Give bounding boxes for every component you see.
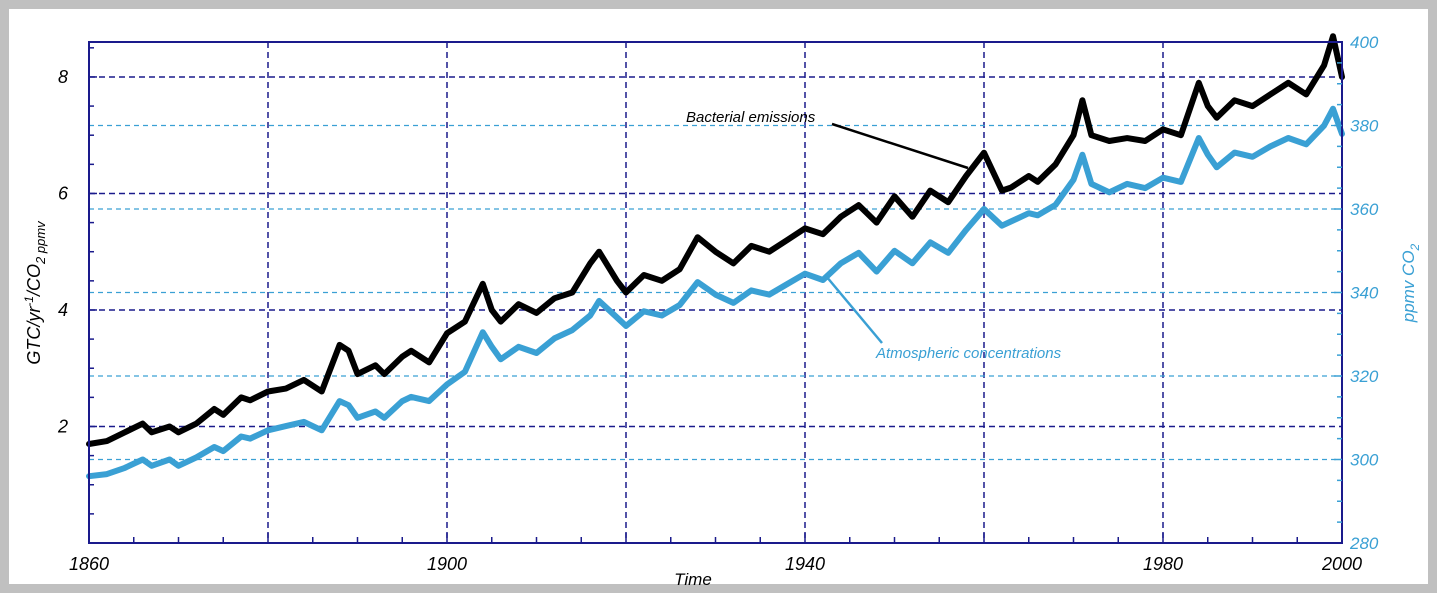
x-tick-label: 1860 — [69, 554, 109, 574]
annotation-concentrations-leader — [825, 275, 883, 344]
y-right-tick-label: 320 — [1350, 367, 1379, 386]
annotation-atmospheric-concentrations: Atmospheric concentrations — [875, 345, 1062, 362]
x-axis-title: Time — [674, 570, 712, 589]
series-line-emissions — [86, 33, 1345, 447]
y-right-tick-label: 300 — [1350, 451, 1379, 470]
y-axis-right-title: ppmv CO2 — [1399, 243, 1422, 323]
x-tick-label: 1900 — [427, 554, 467, 574]
x-tick-label: 2000 — [1321, 554, 1362, 574]
x-tick-label: 1940 — [785, 554, 825, 574]
y-right-tick-label: 360 — [1350, 200, 1379, 219]
grid-layer — [89, 42, 1342, 543]
y-left-tick-label: 4 — [58, 300, 68, 320]
y-right-tick-label: 280 — [1349, 534, 1379, 553]
annotation-emissions-leader — [831, 122, 969, 170]
x-tick-label: 1980 — [1143, 554, 1183, 574]
y-left-tick-label: 8 — [58, 67, 68, 87]
annotation-bacterial-emissions: Bacterial emissions — [686, 109, 816, 126]
y-right-tick-label: 380 — [1350, 117, 1379, 136]
y-right-tick-label: 400 — [1350, 33, 1379, 52]
series-line-concentrations — [86, 105, 1345, 480]
series-layer — [86, 33, 1345, 480]
y-left-tick-label: 6 — [58, 183, 69, 203]
y-left-tick-label: 2 — [57, 416, 68, 436]
y-axis-left-title: GTC/yr-1/CO2 ppmv — [22, 220, 48, 365]
axis-layer: 1860 1900 1940 1980 2000 2 4 6 8 280 300 320 340 360 3… — [57, 33, 1379, 574]
y-right-tick-label: 340 — [1350, 284, 1379, 303]
